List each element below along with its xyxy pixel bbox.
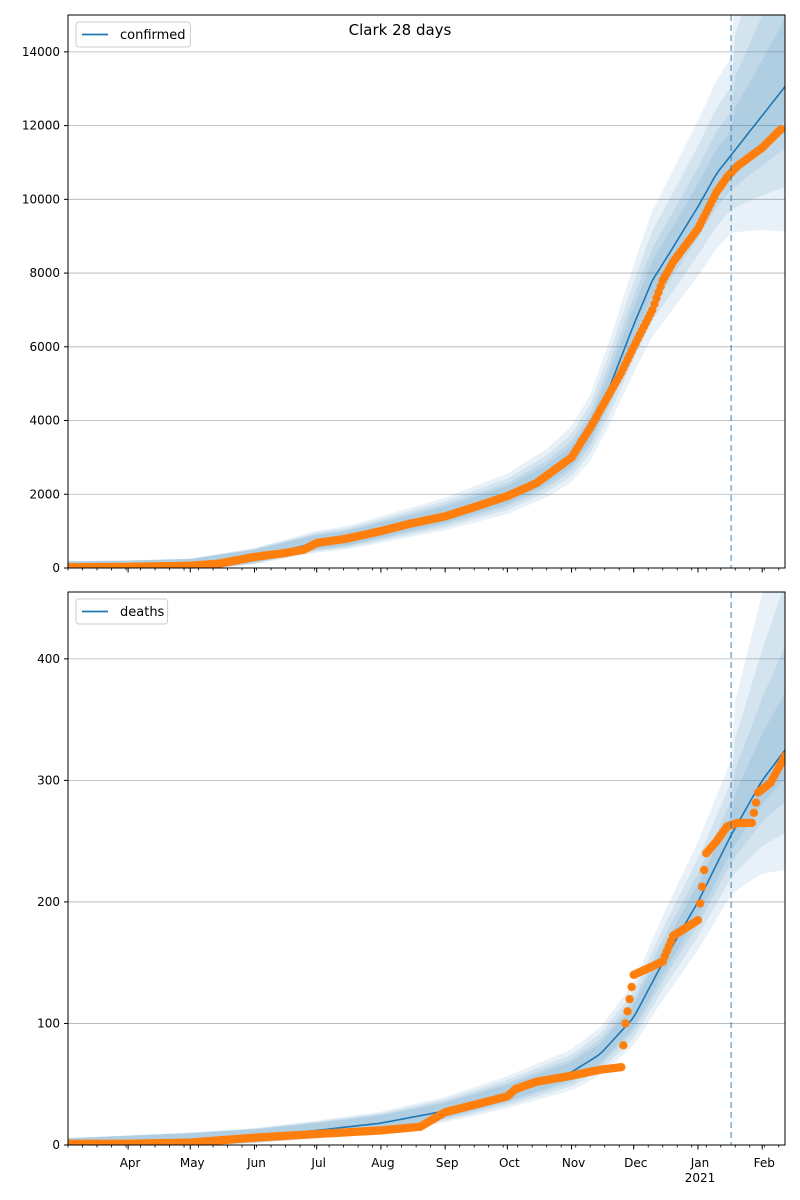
data-point (623, 1007, 632, 1016)
data-point (697, 882, 707, 891)
legend: deaths (75, 598, 169, 625)
data-point (68, 1143, 69, 1145)
x-tick-label: Sep (436, 1156, 459, 1170)
data-point (751, 798, 761, 807)
uncertainty-bands (68, 15, 785, 568)
x-tick-label: Jan (690, 1156, 710, 1170)
uncertainty-band-2 (68, 15, 785, 568)
y-tick-label: 12000 (22, 119, 60, 133)
x-tick-label: May (180, 1156, 205, 1170)
x-tick-label: Feb (754, 1156, 775, 1170)
data-point (747, 818, 757, 828)
data-point (699, 865, 709, 875)
y-tick-label: 200 (37, 895, 60, 909)
x-tick-label: Nov (562, 1156, 585, 1170)
y-tick-label: 10000 (22, 192, 60, 206)
y-tick-label: 100 (37, 1016, 60, 1030)
panel-bottom: 0 100 200 300 400 Apr May Jun Jul Aug Sep Oct Nov Dec… (37, 591, 786, 1185)
uncertainty-band-1 (68, 15, 785, 568)
y-tick-label: 6000 (29, 340, 60, 354)
x-tick-label: Apr (120, 1156, 141, 1170)
x-year-label: 2021 (685, 1171, 716, 1185)
panel-top: 0 2000 4000 6000 8000 10000 12000 14000 confirme… (22, 14, 786, 575)
data-point (619, 1041, 628, 1050)
x-tick-label: Jul (310, 1156, 325, 1170)
uncertainty-band-4 (68, 18, 785, 568)
model-line-confirmed (68, 86, 785, 568)
y-tick-label: 8000 (29, 266, 60, 280)
data-point (625, 994, 634, 1004)
data-point (695, 899, 705, 908)
data-point (776, 125, 785, 134)
data-point (621, 1019, 630, 1028)
chart-title: Clark 28 days (348, 21, 452, 39)
y-tick-label: 14000 (22, 45, 60, 59)
axes-frame (67, 591, 786, 1146)
data-point (68, 566, 69, 568)
x-tick-label: Oct (499, 1156, 520, 1170)
y-tick-label: 300 (37, 773, 60, 787)
uncertainty-band-3 (68, 15, 785, 568)
x-tick-label: Aug (371, 1156, 394, 1170)
legend-box (75, 598, 169, 625)
observed-points (68, 125, 785, 568)
legend-box (75, 21, 191, 48)
y-tick-label: 400 (37, 652, 60, 666)
uncertainty-band-2 (68, 592, 785, 1145)
uncertainty-bands (68, 592, 785, 1145)
y-tick-label: 0 (52, 561, 60, 575)
uncertainty-band-1 (68, 592, 785, 1145)
legend-label-deaths: deaths (120, 605, 165, 620)
y-tick-label: 2000 (29, 487, 60, 501)
x-tick-label: Dec (624, 1156, 647, 1170)
data-point (749, 808, 759, 817)
axes-frame (67, 14, 786, 569)
legend-label-confirmed: confirmed (120, 28, 186, 43)
data-point (693, 915, 703, 925)
legend: confirmed (75, 21, 191, 48)
y-tick-label: 4000 (29, 414, 60, 428)
observed-points (68, 751, 785, 1145)
data-point (627, 982, 636, 992)
data-point (617, 1063, 626, 1072)
x-tick-label: Jun (246, 1156, 266, 1170)
y-tick-label: 0 (52, 1138, 60, 1152)
data-point (780, 751, 785, 761)
